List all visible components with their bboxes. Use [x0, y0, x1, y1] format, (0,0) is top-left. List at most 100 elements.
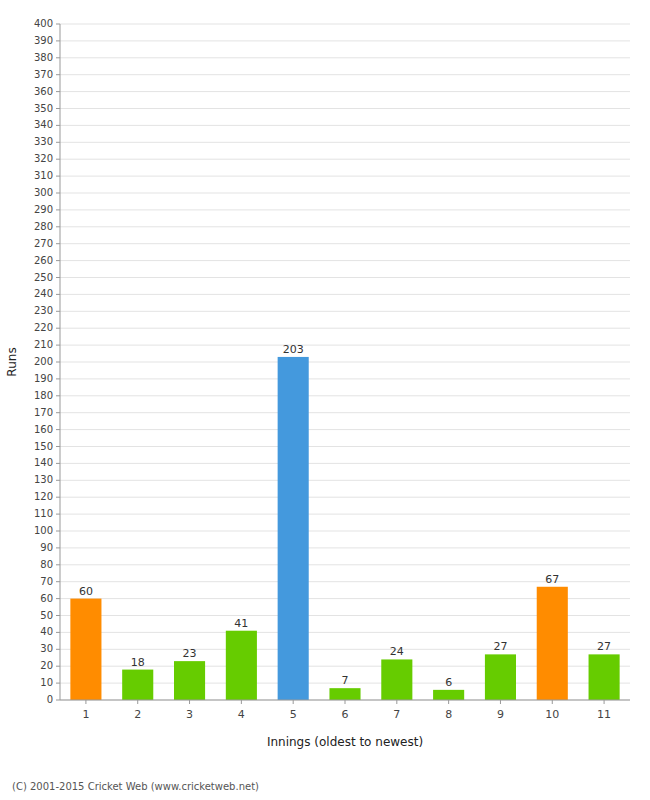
y-tick — [56, 683, 60, 684]
x-tick-label: 6 — [342, 708, 349, 721]
y-tick-label: 220 — [34, 322, 53, 333]
grid-line — [60, 345, 630, 346]
y-tick — [56, 328, 60, 329]
y-tick-label: 60 — [40, 593, 53, 604]
grid-line — [60, 159, 630, 160]
data-label: 60 — [79, 585, 93, 598]
y-tick-label: 340 — [34, 119, 53, 130]
y-tick — [56, 531, 60, 532]
y-tick-label: 70 — [40, 576, 53, 587]
y-tick-label: 10 — [40, 677, 53, 688]
grid-line — [60, 243, 630, 244]
x-tick-label: 4 — [238, 708, 245, 721]
y-tick-label: 320 — [34, 153, 53, 164]
bar — [589, 654, 620, 700]
y-tick — [56, 24, 60, 25]
grid-line — [60, 125, 630, 126]
y-tick — [56, 260, 60, 261]
y-tick-label: 380 — [34, 52, 53, 63]
y-tick — [56, 581, 60, 582]
y-tick — [56, 159, 60, 160]
grid-line — [60, 412, 630, 413]
y-tick-label: 200 — [34, 356, 53, 367]
y-tick-label: 160 — [34, 424, 53, 435]
data-label: 18 — [131, 656, 145, 669]
y-tick — [56, 514, 60, 515]
x-tick — [448, 700, 449, 704]
y-tick-label: 80 — [40, 559, 53, 570]
x-tick-label: 2 — [134, 708, 141, 721]
y-tick-label: 170 — [34, 407, 53, 418]
bar — [278, 357, 309, 700]
y-tick-label: 30 — [40, 643, 53, 654]
y-tick — [56, 226, 60, 227]
data-label: 41 — [234, 617, 248, 630]
x-axis: 1234567891011 — [82, 700, 611, 721]
y-tick — [56, 142, 60, 143]
y-tick-label: 390 — [34, 35, 53, 46]
data-label: 27 — [597, 640, 611, 653]
bar — [381, 659, 412, 700]
y-axis: 0102030405060708090100110120130140150160… — [34, 18, 60, 705]
x-tick — [500, 700, 501, 704]
bar — [433, 690, 464, 700]
bar — [485, 654, 516, 700]
y-tick — [56, 700, 60, 701]
y-tick-label: 150 — [34, 441, 53, 452]
y-tick-label: 300 — [34, 187, 53, 198]
x-axis-label: Innings (oldest to newest) — [267, 735, 423, 749]
y-tick-label: 110 — [34, 508, 53, 519]
y-tick — [56, 632, 60, 633]
x-tick-label: 9 — [497, 708, 504, 721]
grid-line — [60, 91, 630, 92]
y-tick — [56, 294, 60, 295]
x-tick-label: 3 — [186, 708, 193, 721]
y-tick — [56, 40, 60, 41]
y-tick — [56, 412, 60, 413]
y-tick-label: 310 — [34, 170, 53, 181]
grid-line — [60, 74, 630, 75]
y-tick-label: 210 — [34, 339, 53, 350]
y-tick-label: 0 — [47, 694, 53, 705]
x-tick — [189, 700, 190, 704]
grid-line — [60, 294, 630, 295]
y-tick-label: 400 — [34, 18, 53, 29]
y-tick-label: 40 — [40, 626, 53, 637]
y-tick-label: 130 — [34, 474, 53, 485]
y-tick — [56, 463, 60, 464]
grid-line — [60, 514, 630, 515]
grid-line — [60, 176, 630, 177]
y-tick — [56, 209, 60, 210]
x-tick — [293, 700, 294, 704]
x-tick — [552, 700, 553, 704]
x-tick-label: 11 — [597, 708, 611, 721]
y-tick — [56, 277, 60, 278]
data-label: 27 — [493, 640, 507, 653]
x-tick — [85, 700, 86, 704]
y-tick — [56, 176, 60, 177]
bar — [226, 631, 257, 700]
grid — [60, 24, 630, 700]
y-tick-label: 240 — [34, 288, 53, 299]
y-axis-label: Runs — [5, 347, 19, 376]
footer: (C) 2001-2015 Cricket Web (www.cricketwe… — [12, 781, 259, 792]
y-tick-label: 270 — [34, 238, 53, 249]
bar — [537, 587, 568, 700]
x-tick — [345, 700, 346, 704]
grid-line — [60, 193, 630, 194]
y-tick-label: 50 — [40, 610, 53, 621]
data-label: 6 — [445, 676, 452, 689]
chart-container: 0102030405060708090100110120130140150160… — [0, 0, 650, 800]
grid-line — [60, 209, 630, 210]
y-tick — [56, 125, 60, 126]
y-tick — [56, 615, 60, 616]
y-tick — [56, 362, 60, 363]
grid-line — [60, 108, 630, 109]
y-tick-label: 120 — [34, 491, 53, 502]
y-tick — [56, 108, 60, 109]
y-tick — [56, 480, 60, 481]
data-label: 23 — [183, 647, 197, 660]
y-tick-label: 230 — [34, 305, 53, 316]
y-tick — [56, 446, 60, 447]
y-tick-label: 90 — [40, 542, 53, 553]
